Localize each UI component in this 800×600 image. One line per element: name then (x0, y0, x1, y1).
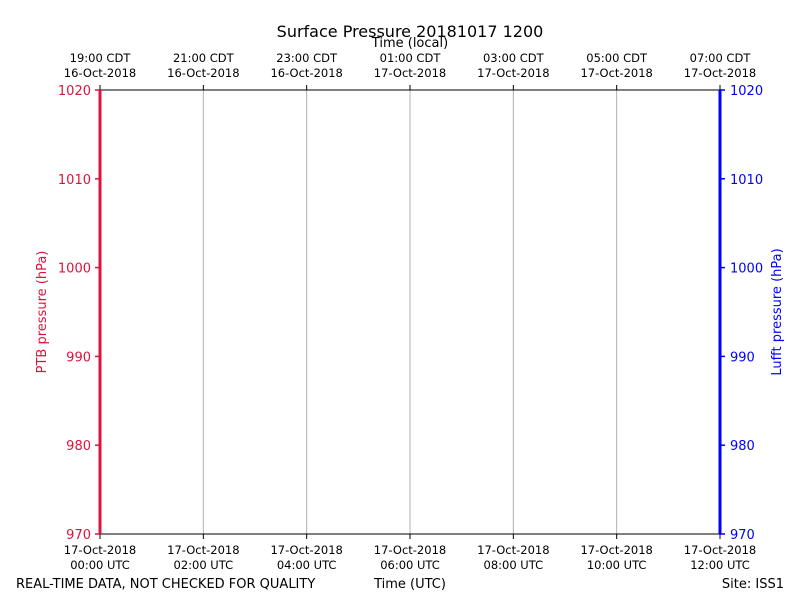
axis-ticks (95, 85, 725, 539)
x-tick-label-utc: 17-Oct-2018 00:00 UTC (64, 543, 136, 572)
y-tick-label-right: 1020 (730, 84, 763, 99)
site-label: Site: ISS1 (722, 577, 784, 592)
data-quality-notice: REAL-TIME DATA, NOT CHECKED FOR QUALITY (16, 577, 315, 592)
chart-title: Surface Pressure 20181017 1200 (277, 22, 544, 41)
grid-lines (202, 90, 618, 534)
x-tick-label-local: 03:00 CDT 17-Oct-2018 (477, 51, 549, 80)
y-tick-label-right: 970 (730, 528, 755, 543)
y-tick-label-left: 1010 (58, 173, 91, 188)
bottom-axis-label: Time (UTC) (373, 577, 446, 592)
x-tick-label-utc: 17-Oct-2018 12:00 UTC (684, 543, 756, 572)
y-tick-label-right: 1000 (730, 262, 763, 277)
y-tick-label-left: 1020 (58, 84, 91, 99)
top-axis-label: Time (local) (371, 36, 448, 51)
y-tick-label-right: 990 (730, 350, 755, 365)
x-tick-label-local: 19:00 CDT 16-Oct-2018 (64, 51, 136, 80)
x-tick-label-local: 07:00 CDT 17-Oct-2018 (684, 51, 756, 80)
x-tick-label-utc: 17-Oct-2018 08:00 UTC (477, 543, 549, 572)
x-tick-label-utc: 17-Oct-2018 04:00 UTC (270, 543, 342, 572)
x-tick-label-local: 01:00 CDT 17-Oct-2018 (374, 51, 446, 80)
y-tick-label-left: 1000 (58, 262, 91, 277)
x-tick-label-local: 23:00 CDT 16-Oct-2018 (270, 51, 342, 80)
y-tick-label-left: 970 (66, 528, 91, 543)
right-axis-label: Lufft pressure (hPa) (770, 248, 785, 375)
y-tick-label-left: 980 (66, 439, 91, 454)
x-tick-label-utc: 17-Oct-2018 06:00 UTC (374, 543, 446, 572)
x-tick-label-local: 21:00 CDT 16-Oct-2018 (167, 51, 239, 80)
x-tick-label-local: 05:00 CDT 17-Oct-2018 (580, 51, 652, 80)
x-tick-label-utc: 17-Oct-2018 02:00 UTC (167, 543, 239, 572)
x-tick-label-utc: 17-Oct-2018 10:00 UTC (580, 543, 652, 572)
y-tick-label-left: 990 (66, 350, 91, 365)
left-axis-label: PTB pressure (hPa) (35, 251, 50, 374)
y-tick-label-right: 1010 (730, 173, 763, 188)
y-tick-label-right: 980 (730, 439, 755, 454)
